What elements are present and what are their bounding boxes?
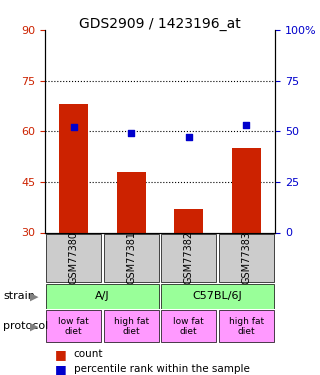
FancyBboxPatch shape [104,234,159,282]
FancyBboxPatch shape [161,310,216,342]
Text: count: count [74,350,103,359]
Point [244,122,249,128]
Bar [59,104,88,232]
Text: ■: ■ [54,348,66,361]
Text: A/J: A/J [95,291,110,301]
Text: GSM77383: GSM77383 [241,231,252,284]
Text: GDS2909 / 1423196_at: GDS2909 / 1423196_at [79,17,241,31]
Point [129,130,134,136]
Text: ■: ■ [54,363,66,375]
Bar [232,148,261,232]
Text: C57BL/6J: C57BL/6J [193,291,243,301]
Text: percentile rank within the sample: percentile rank within the sample [74,364,250,374]
Point [186,134,191,140]
FancyBboxPatch shape [46,234,101,282]
Text: protocol: protocol [3,321,48,331]
FancyBboxPatch shape [161,284,274,309]
FancyBboxPatch shape [219,310,274,342]
FancyBboxPatch shape [104,310,159,342]
Text: GSM77382: GSM77382 [184,231,194,284]
Text: strain: strain [3,291,35,301]
Text: low fat
diet: low fat diet [58,316,89,336]
FancyBboxPatch shape [219,234,274,282]
Bar [174,209,203,232]
FancyBboxPatch shape [161,234,216,282]
Text: GSM77380: GSM77380 [68,231,79,284]
Text: GSM77381: GSM77381 [126,231,136,284]
FancyBboxPatch shape [46,310,101,342]
Text: ▶: ▶ [30,291,39,301]
FancyBboxPatch shape [46,284,159,309]
Text: high fat
diet: high fat diet [114,316,149,336]
Point [71,124,76,130]
Bar [117,172,146,232]
Text: low fat
diet: low fat diet [173,316,204,336]
Text: high fat
diet: high fat diet [229,316,264,336]
Text: ▶: ▶ [30,321,39,331]
